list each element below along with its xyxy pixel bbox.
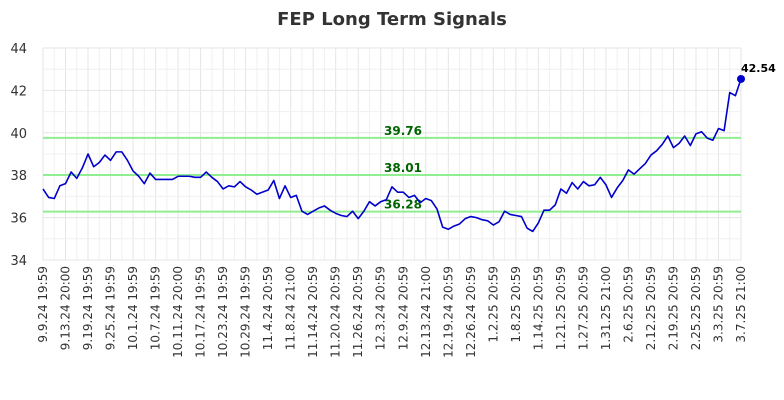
x-tick-label: 3.3.25 20:59 (711, 266, 725, 343)
x-tick-label: 1.27.25 20:59 (576, 266, 590, 350)
x-tick-label: 10.7.24 19:59 (149, 266, 163, 350)
x-tick-label: 1.31.25 21:00 (599, 266, 613, 350)
x-axis: 9.9.24 19:59 9.13.24 20:00 9.19.24 19:59 9.… (36, 266, 748, 358)
x-tick-label: 12.9.24 20:59 (396, 266, 410, 350)
price-series: 42.54 (42, 62, 776, 233)
last-point-marker (737, 74, 745, 83)
x-tick-label: 10.23.24 19:59 (216, 266, 230, 358)
series-line (42, 78, 742, 233)
x-tick-label: 2.6.25 20:59 (621, 266, 635, 343)
y-tick-label: 36 (10, 212, 27, 227)
x-tick-label: 10.1.24 19:59 (126, 266, 140, 350)
x-tick-label: 9.19.24 19:59 (81, 266, 95, 350)
x-tick-label: 2.12.25 20:59 (644, 266, 658, 350)
x-tick-label: 12.26.24 20:59 (464, 266, 478, 358)
x-tick-label: 9.25.24 19:59 (104, 266, 118, 350)
signal-lines: 39.76 38.01 36.28 (43, 124, 741, 213)
chart-title: FEP Long Term Signals (277, 9, 507, 30)
last-value-label: 42.54 (741, 62, 776, 75)
x-tick-label: 11.26.24 20:59 (351, 266, 365, 358)
y-axis: 34 36 38 40 42 44 (10, 42, 27, 269)
grid (42, 47, 742, 261)
x-tick-label: 11.4.24 20:59 (261, 266, 275, 350)
x-tick-label: 10.11.24 20:00 (171, 266, 185, 358)
x-tick-label: 2.19.25 20:59 (666, 266, 680, 350)
x-tick-label: 10.29.24 19:59 (239, 266, 253, 358)
x-tick-label: 9.13.24 20:00 (59, 266, 73, 350)
x-tick-label: 10.17.24 19:59 (194, 266, 208, 358)
x-tick-label: 12.19.24 20:59 (441, 266, 455, 358)
y-tick-label: 44 (10, 42, 27, 57)
x-tick-label: 1.2.25 20:59 (486, 266, 500, 343)
signal-label: 38.01 (384, 161, 422, 175)
y-tick-label: 34 (10, 254, 27, 269)
signal-label: 39.76 (384, 124, 422, 138)
signal-label: 36.28 (384, 198, 422, 212)
x-tick-label: 12.3.24 20:59 (374, 266, 388, 350)
x-tick-label: 11.8.24 21:00 (284, 266, 298, 350)
x-tick-label: 2.25.25 20:59 (689, 266, 703, 350)
y-tick-label: 38 (10, 169, 27, 184)
x-tick-label: 3.7.25 21:00 (734, 266, 748, 343)
x-tick-label: 1.8.25 20:59 (509, 266, 523, 343)
x-tick-label: 12.13.24 21:00 (419, 266, 433, 358)
x-tick-label: 9.9.24 19:59 (36, 266, 50, 343)
y-tick-label: 42 (10, 84, 27, 99)
x-tick-label: 11.14.24 20:59 (306, 266, 320, 358)
x-tick-label: 1.21.25 20:59 (554, 266, 568, 350)
x-tick-label: 1.14.25 20:59 (531, 266, 545, 350)
x-tick-label: 11.20.24 20:59 (329, 266, 343, 358)
y-tick-label: 40 (10, 127, 27, 142)
